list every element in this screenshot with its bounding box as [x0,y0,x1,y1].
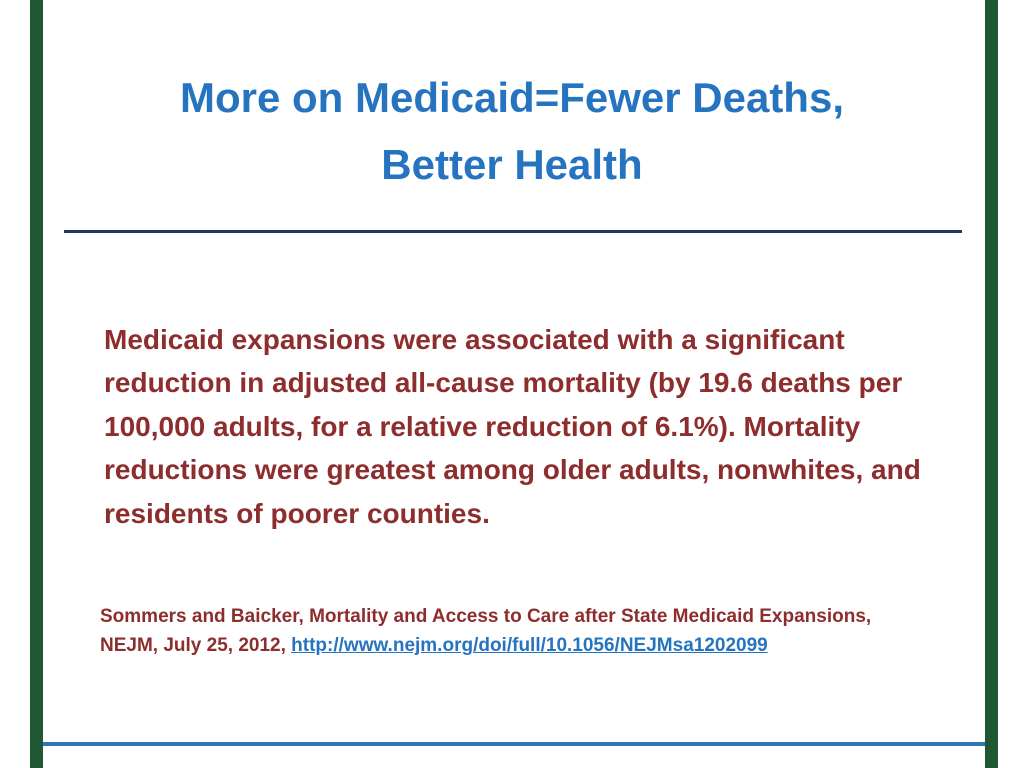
title-divider [64,230,962,233]
citation-line1: Sommers and Baicker, Mortality and Acces… [100,606,872,627]
citation: Sommers and Baicker, Mortality and Acces… [100,602,940,661]
right-border-bar [985,0,998,768]
citation-line2-prefix: NEJM, July 25, 2012, [100,635,292,657]
slide-title: More on Medicaid=Fewer Deaths, Better He… [70,64,954,198]
slide-title-line2: Better Health [381,141,643,189]
body-paragraph: Medicaid expansions were associated with… [104,324,921,529]
citation-link[interactable]: http://www.nejm.org/doi/full/10.1056/NEJ… [291,635,768,657]
left-border-bar [30,0,43,768]
bottom-divider [43,742,985,746]
slide-title-line1: More on Medicaid=Fewer Deaths, [179,74,844,121]
